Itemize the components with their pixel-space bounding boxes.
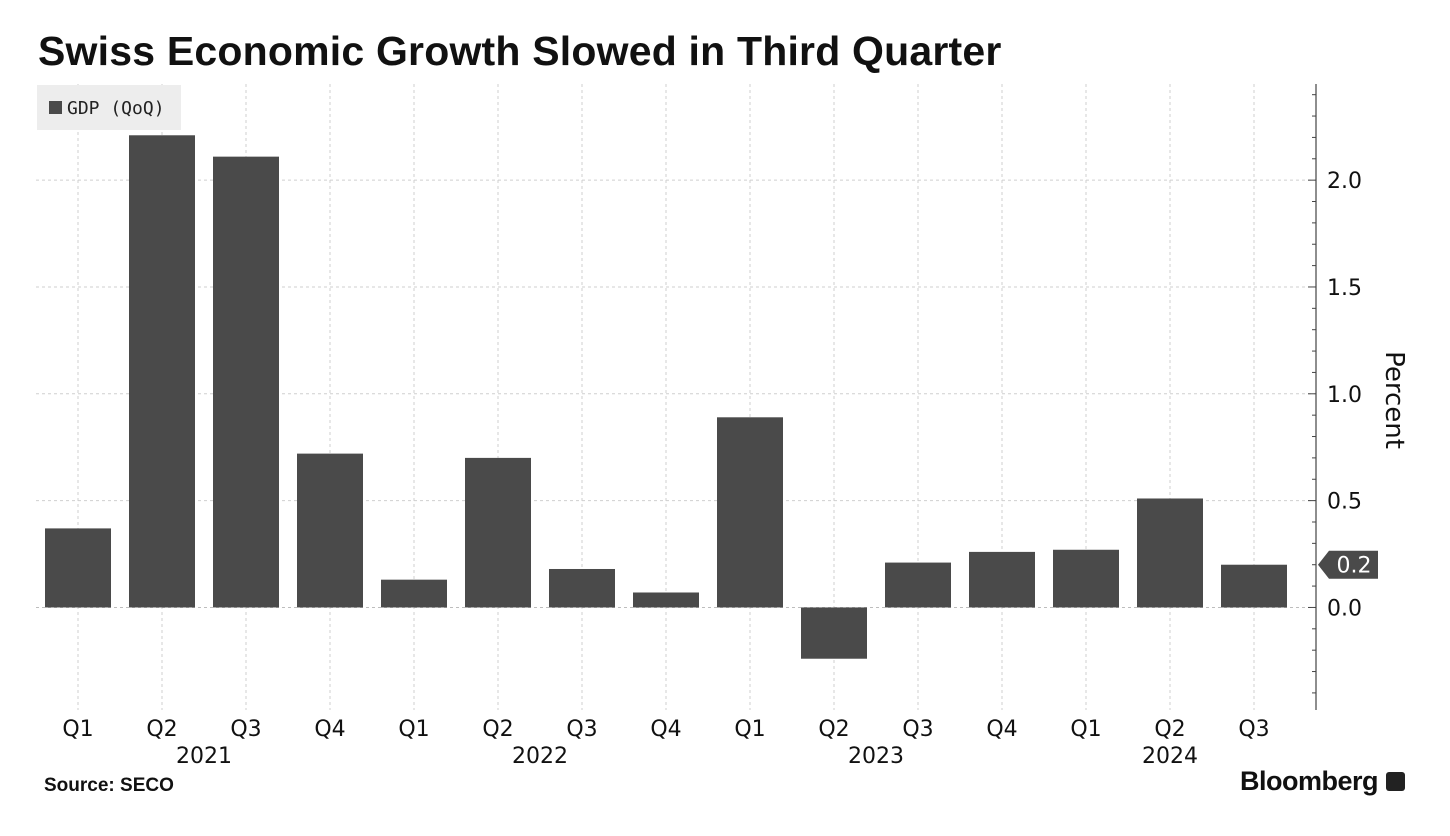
bloomberg-terminal-icon — [1386, 772, 1406, 791]
legend-label: GDP (QoQ) — [67, 98, 165, 119]
x-tick-label: Q2 — [1154, 717, 1185, 742]
x-tick-label: Q4 — [650, 717, 681, 742]
brand-name: Bloomberg — [1240, 766, 1379, 796]
source-note: Source: SECO — [44, 775, 174, 796]
x-tick-label: Q3 — [566, 717, 597, 742]
bar-q1-12 — [1053, 549, 1119, 608]
last-value-marker — [1318, 550, 1378, 579]
bar-q4-11 — [969, 551, 1035, 608]
brand-logo: Bloomberg — [1240, 766, 1406, 797]
bar-q3-10 — [885, 562, 951, 608]
bar-q2-9 — [801, 607, 867, 659]
y-tick-label: 1.0 — [1327, 383, 1362, 408]
x-tick-label: Q1 — [1070, 717, 1101, 742]
bar-q3-14 — [1221, 564, 1287, 608]
x-tick-label: Q1 — [734, 717, 765, 742]
x-tick-label: Q1 — [62, 717, 93, 742]
x-tick-label: Q1 — [398, 717, 429, 742]
x-year-label: 2023 — [848, 744, 904, 769]
x-tick-label: Q2 — [482, 717, 513, 742]
x-tick-label: Q2 — [146, 717, 177, 742]
x-year-label: 2021 — [176, 744, 232, 769]
x-tick-label: Q4 — [986, 717, 1017, 742]
last-value-label: 0.2 — [1337, 554, 1372, 579]
x-year-label: 2024 — [1142, 744, 1198, 769]
y-tick-label: 2.0 — [1327, 169, 1362, 194]
bar-q1-8 — [717, 417, 783, 608]
chart-title: Swiss Economic Growth Slowed in Third Qu… — [38, 28, 1002, 74]
legend-swatch — [49, 101, 62, 114]
x-tick-label: Q2 — [818, 717, 849, 742]
bar-q3-6 — [549, 568, 615, 608]
x-year-label: 2022 — [512, 744, 568, 769]
x-tick-label: Q3 — [230, 717, 261, 742]
y-tick-label: 0.5 — [1327, 490, 1362, 515]
x-tick-label: Q3 — [1238, 717, 1269, 742]
y-tick-label: 0.0 — [1327, 596, 1362, 621]
y-axis-title: Percent — [1379, 351, 1409, 449]
bar-q1-4 — [381, 579, 447, 608]
y-tick-label: 1.5 — [1327, 276, 1362, 301]
x-tick-label: Q3 — [902, 717, 933, 742]
bar-q4-7 — [633, 592, 699, 608]
bar-q4-3 — [297, 453, 363, 608]
bar-q2-13 — [1137, 498, 1203, 608]
bar-q2-5 — [465, 457, 531, 608]
x-tick-label: Q4 — [314, 717, 345, 742]
bar-q2-1 — [129, 135, 195, 608]
bar-q1-0 — [45, 528, 111, 608]
bar-q3-2 — [213, 156, 279, 608]
